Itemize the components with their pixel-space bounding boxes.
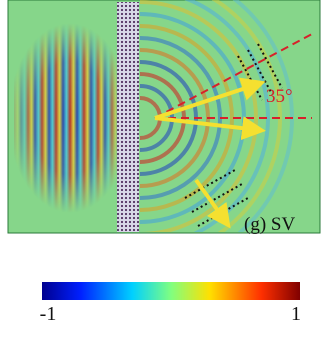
field-border [7,0,321,234]
angle-line [154,33,313,119]
scatterer-column [117,2,139,232]
wave-arrows [154,77,266,229]
colorbar-min-label: -1 [40,303,57,325]
incident-wave [14,20,126,220]
colorbar [42,282,300,300]
colorbar-max-label: 1 [291,303,301,325]
angle-label: 35° [266,86,293,107]
panel-label: (g) SV [244,214,295,235]
